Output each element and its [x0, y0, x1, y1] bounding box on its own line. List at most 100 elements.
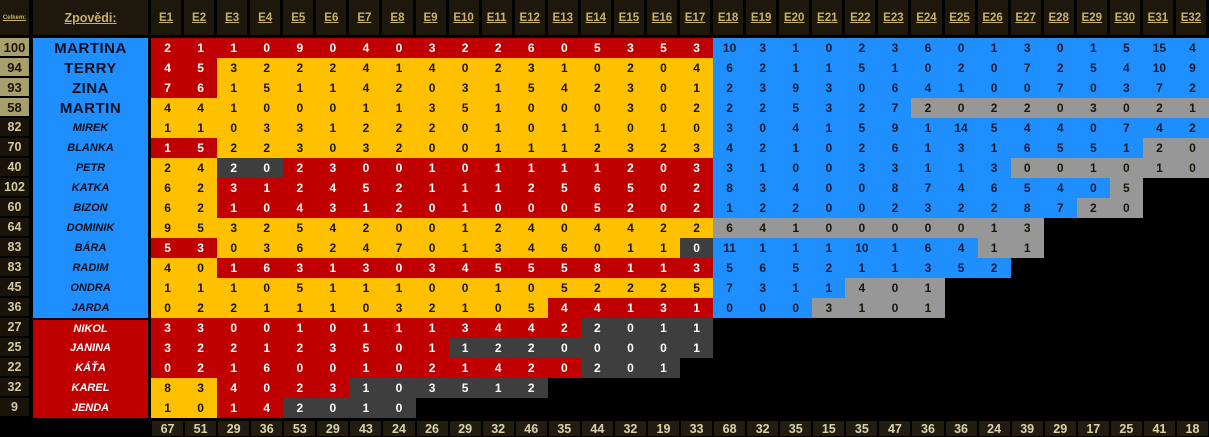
data-cell[interactable]: 1	[481, 78, 515, 98]
data-cell[interactable]: 0	[977, 58, 1011, 78]
data-cell[interactable]: 1	[481, 118, 515, 138]
empty-cell[interactable]	[812, 378, 846, 398]
data-cell[interactable]: 3	[680, 158, 714, 178]
data-cell[interactable]: 0	[911, 218, 945, 238]
data-cell[interactable]: 5	[680, 278, 714, 298]
data-cell[interactable]: 0	[911, 58, 945, 78]
data-cell[interactable]: 0	[613, 338, 647, 358]
data-cell[interactable]: 4	[680, 58, 714, 78]
data-cell[interactable]: 4	[217, 378, 251, 398]
data-cell[interactable]: 6	[977, 178, 1011, 198]
data-cell[interactable]: 1	[911, 118, 945, 138]
data-cell[interactable]: 6	[547, 238, 581, 258]
data-cell[interactable]: 3	[680, 258, 714, 278]
empty-cell[interactable]	[1175, 318, 1209, 338]
data-cell[interactable]: 4	[1175, 38, 1209, 58]
data-cell[interactable]: 6	[250, 358, 284, 378]
data-cell[interactable]: 0	[1076, 118, 1110, 138]
data-cell[interactable]: 3	[812, 298, 846, 318]
data-cell[interactable]: 6	[746, 258, 780, 278]
data-cell[interactable]: 10	[845, 238, 879, 258]
grand-total-cell[interactable]: 53	[283, 418, 317, 437]
data-cell[interactable]: 0	[382, 258, 416, 278]
data-cell[interactable]: 1	[878, 58, 912, 78]
data-cell[interactable]: 5	[547, 178, 581, 198]
data-cell[interactable]: 1	[415, 158, 449, 178]
data-cell[interactable]: 2	[415, 298, 449, 318]
data-cell[interactable]: 5	[845, 118, 879, 138]
data-cell[interactable]: 3	[613, 38, 647, 58]
data-cell[interactable]: 2	[514, 378, 548, 398]
data-cell[interactable]: 1	[382, 98, 416, 118]
data-cell[interactable]: 0	[812, 158, 846, 178]
data-cell[interactable]: 2	[613, 58, 647, 78]
grand-total-cell[interactable]: 33	[680, 418, 714, 437]
data-cell[interactable]: 3	[316, 338, 350, 358]
data-cell[interactable]: 2	[613, 278, 647, 298]
grand-total-cell[interactable]: 29	[217, 418, 251, 437]
data-cell[interactable]: 15	[1142, 38, 1176, 58]
data-cell[interactable]: 1	[316, 258, 350, 278]
data-cell[interactable]: 1	[680, 318, 714, 338]
grand-total-cell[interactable]: 29	[316, 418, 350, 437]
row-name[interactable]: RADIM	[33, 258, 151, 278]
data-cell[interactable]: 4	[580, 298, 614, 318]
empty-cell[interactable]	[1175, 218, 1209, 238]
data-cell[interactable]: 1	[911, 278, 945, 298]
row-total[interactable]: 40	[0, 158, 33, 178]
data-cell[interactable]: 2	[1010, 98, 1044, 118]
data-cell[interactable]: 0	[514, 98, 548, 118]
data-cell[interactable]: 1	[316, 298, 350, 318]
empty-cell[interactable]	[977, 398, 1011, 418]
data-cell[interactable]: 2	[184, 358, 218, 378]
empty-cell[interactable]	[812, 318, 846, 338]
data-cell[interactable]: 0	[845, 178, 879, 198]
data-cell[interactable]: 0	[580, 238, 614, 258]
empty-cell[interactable]	[911, 378, 945, 398]
empty-cell[interactable]	[1043, 358, 1077, 378]
empty-cell[interactable]	[977, 378, 1011, 398]
data-cell[interactable]: 2	[746, 58, 780, 78]
data-cell[interactable]: 1	[349, 378, 383, 398]
data-cell[interactable]: 1	[217, 38, 251, 58]
column-header-e30[interactable]: E30	[1109, 0, 1143, 38]
data-cell[interactable]: 1	[977, 138, 1011, 158]
data-cell[interactable]: 4	[250, 398, 284, 418]
data-cell[interactable]: 4	[481, 358, 515, 378]
data-cell[interactable]: 2	[481, 338, 515, 358]
empty-cell[interactable]	[1076, 318, 1110, 338]
data-cell[interactable]: 1	[514, 158, 548, 178]
data-cell[interactable]: 0	[878, 278, 912, 298]
data-cell[interactable]: 2	[184, 338, 218, 358]
data-cell[interactable]: 6	[911, 238, 945, 258]
data-cell[interactable]: 0	[547, 358, 581, 378]
data-cell[interactable]: 1	[415, 338, 449, 358]
data-cell[interactable]: 1	[613, 298, 647, 318]
data-cell[interactable]: 0	[349, 298, 383, 318]
data-cell[interactable]: 3	[283, 258, 317, 278]
data-cell[interactable]: 0	[349, 158, 383, 178]
column-header-e32[interactable]: E32	[1175, 0, 1209, 38]
empty-cell[interactable]	[1076, 238, 1110, 258]
data-cell[interactable]: 5	[613, 178, 647, 198]
data-cell[interactable]: 1	[613, 258, 647, 278]
empty-cell[interactable]	[680, 358, 714, 378]
column-header-e9[interactable]: E9	[415, 0, 449, 38]
data-cell[interactable]: 1	[481, 138, 515, 158]
empty-cell[interactable]	[514, 398, 548, 418]
data-cell[interactable]: 4	[514, 218, 548, 238]
empty-cell[interactable]	[713, 398, 747, 418]
data-cell[interactable]: 2	[514, 358, 548, 378]
data-cell[interactable]: 14	[944, 118, 978, 138]
data-cell[interactable]: 1	[481, 378, 515, 398]
empty-cell[interactable]	[911, 338, 945, 358]
row-name[interactable]: ZINA	[33, 78, 151, 98]
empty-cell[interactable]	[1142, 338, 1176, 358]
data-cell[interactable]: 2	[514, 178, 548, 198]
empty-cell[interactable]	[1109, 358, 1143, 378]
data-cell[interactable]: 2	[316, 58, 350, 78]
data-cell[interactable]: 2	[283, 338, 317, 358]
data-cell[interactable]: 3	[250, 118, 284, 138]
data-cell[interactable]: 7	[1043, 78, 1077, 98]
data-cell[interactable]: 1	[316, 78, 350, 98]
